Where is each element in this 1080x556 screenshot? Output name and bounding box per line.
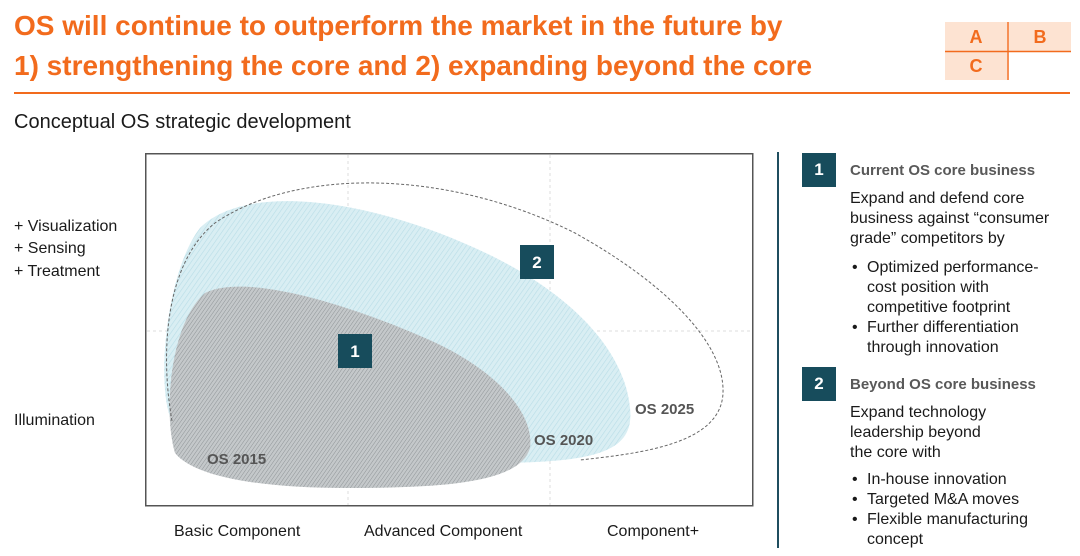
abc-cell-c: C [969, 56, 983, 76]
abc-grid: A B C [945, 22, 1071, 80]
panel-body-core-line: business against “consumer [850, 210, 1050, 227]
bullet-ma-moves: Targeted M&A moves [850, 490, 1075, 510]
abc-cell-a: A [969, 27, 983, 47]
y-label-treatment: + Treatment [14, 263, 100, 280]
bullet-line: Targeted M&A moves [867, 491, 1020, 508]
panel-body-beyond-line: the core with [850, 444, 941, 461]
marker-2: 2 [532, 253, 541, 272]
panel-body-beyond-line: Expand technology [850, 404, 987, 421]
label-os-2020: OS 2020 [534, 432, 593, 449]
panel-heading-beyond: Beyond OS core business [850, 376, 1036, 393]
bullet-flexible-manufacturing: Flexible manufacturing concept [850, 510, 1075, 550]
strategy-diagram: OS 2015 OS 2020 OS 2025 1 2 [145, 153, 757, 514]
panel-body-core-line: grade” competitors by [850, 230, 1005, 247]
y-label-visualization: + Visualization [14, 218, 118, 235]
panel-bullets-core: Optimized performance- cost position wit… [850, 258, 1075, 358]
panel-body-beyond: Expand technology leadership beyond the … [850, 403, 1075, 463]
bullet-line: Optimized performance- [867, 259, 1039, 276]
panel-body-core-line: Expand and defend core [850, 190, 1025, 207]
panel-body-core: Expand and defend core business against … [850, 189, 1075, 249]
title-divider [14, 92, 1070, 94]
panel-body-beyond-line: leadership beyond [850, 424, 981, 441]
bullet-line: competitive footprint [867, 299, 1011, 316]
panel-bullets-beyond: In-house innovation Targeted M&A moves F… [850, 470, 1075, 550]
title-line-2: 1) strengthening the core and 2) expandi… [14, 50, 813, 81]
y-label-sensing: + Sensing [14, 240, 86, 257]
bullet-line: cost position with [867, 279, 989, 296]
abc-grid-frame [945, 22, 1071, 80]
label-os-2025: OS 2025 [635, 401, 694, 418]
marker-1: 1 [350, 342, 359, 361]
region-os-2025 [166, 182, 724, 461]
abc-cell-b: B [1033, 27, 1047, 47]
panel-badge-2: 2 [802, 367, 836, 401]
bullet-inhouse-innovation: In-house innovation [850, 470, 1075, 490]
bullet-line: concept [867, 531, 924, 548]
region-os-2015 [169, 286, 531, 488]
label-os-2015: OS 2015 [207, 451, 266, 468]
bullet-line: Flexible manufacturing [867, 511, 1028, 528]
diagram-subtitle: Conceptual OS strategic development [14, 111, 351, 133]
panel-badge-1: 1 [802, 153, 836, 187]
title-line-1: OS will continue to outperform the marke… [14, 10, 783, 41]
strategy-diagram-canvas: OS 2015 OS 2020 OS 2025 1 2 [145, 153, 754, 507]
panel-divider [777, 152, 779, 548]
panel-heading-core: Current OS core business [850, 162, 1036, 179]
page-title: OS will continue to outperform the marke… [14, 6, 914, 86]
x-label-basic: Basic Component [174, 523, 301, 540]
bullet-line: In-house innovation [867, 471, 1007, 488]
bullet-line: Further differentiation [867, 319, 1019, 336]
bullet-differentiation: Further differentiation through innovati… [850, 318, 1075, 358]
bullet-line: through innovation [867, 339, 999, 356]
x-label-advanced: Advanced Component [364, 523, 523, 540]
marker-2-box [520, 245, 554, 279]
x-label-component-plus: Component+ [607, 523, 700, 540]
bullet-cost-position: Optimized performance- cost position wit… [850, 258, 1075, 318]
marker-1-box [338, 334, 372, 368]
y-label-illumination: Illumination [14, 412, 95, 429]
